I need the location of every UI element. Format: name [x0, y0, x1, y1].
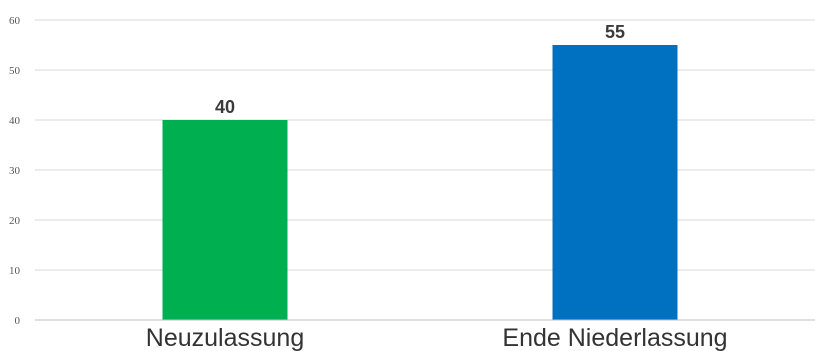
category-label-neuzulassung: Neuzulassung [146, 324, 304, 351]
bars [162, 45, 678, 320]
bar-ende-niederlassung [552, 45, 678, 320]
y-tick-label: 0 [15, 315, 21, 327]
y-tick-label: 40 [9, 115, 21, 127]
data-label-neuzulassung: 40 [215, 97, 235, 117]
gridlines [35, 19, 815, 271]
y-tick-label: 50 [9, 65, 21, 77]
y-tick-label: 20 [9, 215, 21, 227]
data-labels: 40 55 [215, 22, 625, 117]
y-axis-ticks: 0 10 20 30 40 50 60 [9, 15, 21, 327]
y-tick-label: 10 [9, 265, 21, 277]
data-label-ende-niederlassung: 55 [605, 22, 625, 42]
y-tick-label: 60 [9, 15, 21, 27]
x-axis-categories: Neuzulassung Ende Niederlassung [146, 324, 728, 351]
y-tick-label: 30 [9, 165, 21, 177]
bar-neuzulassung [162, 120, 288, 320]
category-label-ende-niederlassung: Ende Niederlassung [502, 324, 727, 351]
